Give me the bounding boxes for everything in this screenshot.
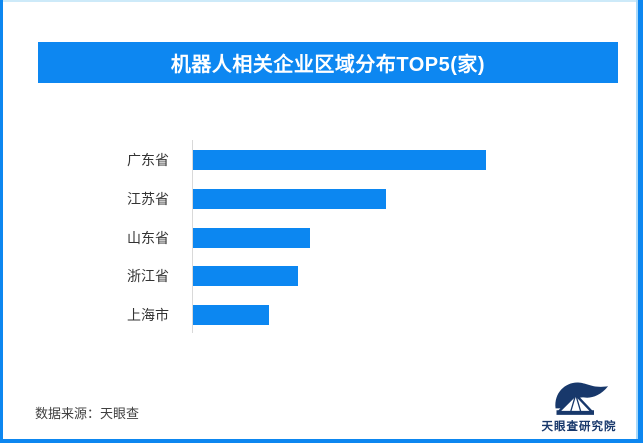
category-label: 山东省 (127, 229, 169, 246)
title-banner: 机器人相关企业区域分布TOP5(家) (38, 42, 618, 83)
bar-track (193, 305, 620, 325)
bar (193, 266, 298, 287)
bar (193, 305, 269, 325)
chart-title: 机器人相关企业区域分布TOP5(家) (170, 54, 486, 76)
bar-track (193, 188, 620, 209)
publisher-logo: 天眼查研究院 (540, 379, 618, 434)
category-label: 浙江省 (127, 268, 169, 285)
bar-row: 浙江省 (0, 266, 620, 287)
publisher-logo-text: 天眼查研究院 (541, 421, 617, 433)
data-source-label: 数据来源：天眼查 (35, 406, 140, 421)
category-label: 江苏省 (127, 190, 169, 207)
bar-row: 山东省 (0, 227, 620, 248)
bar (193, 188, 386, 209)
right-edge-stripe (636, 0, 643, 443)
bar-row: 上海市 (0, 305, 620, 325)
bar-row: 广东省 (0, 150, 620, 170)
bar (193, 227, 310, 248)
bar-track (193, 266, 620, 287)
tianyancha-logo-icon (555, 382, 609, 415)
bottom-edge-stripe (0, 439, 643, 443)
top-edge-stripe (0, 0, 643, 2)
bar-rows: 广东省江苏省山东省浙江省上海市 (0, 150, 620, 344)
bar-track (193, 227, 620, 248)
bar (193, 150, 486, 170)
y-axis-line (192, 140, 193, 333)
left-edge-stripe (0, 0, 3, 443)
bar-row: 江苏省 (0, 188, 620, 209)
category-label: 广东省 (127, 152, 169, 168)
category-label: 上海市 (127, 307, 169, 323)
bar-track (193, 150, 620, 170)
